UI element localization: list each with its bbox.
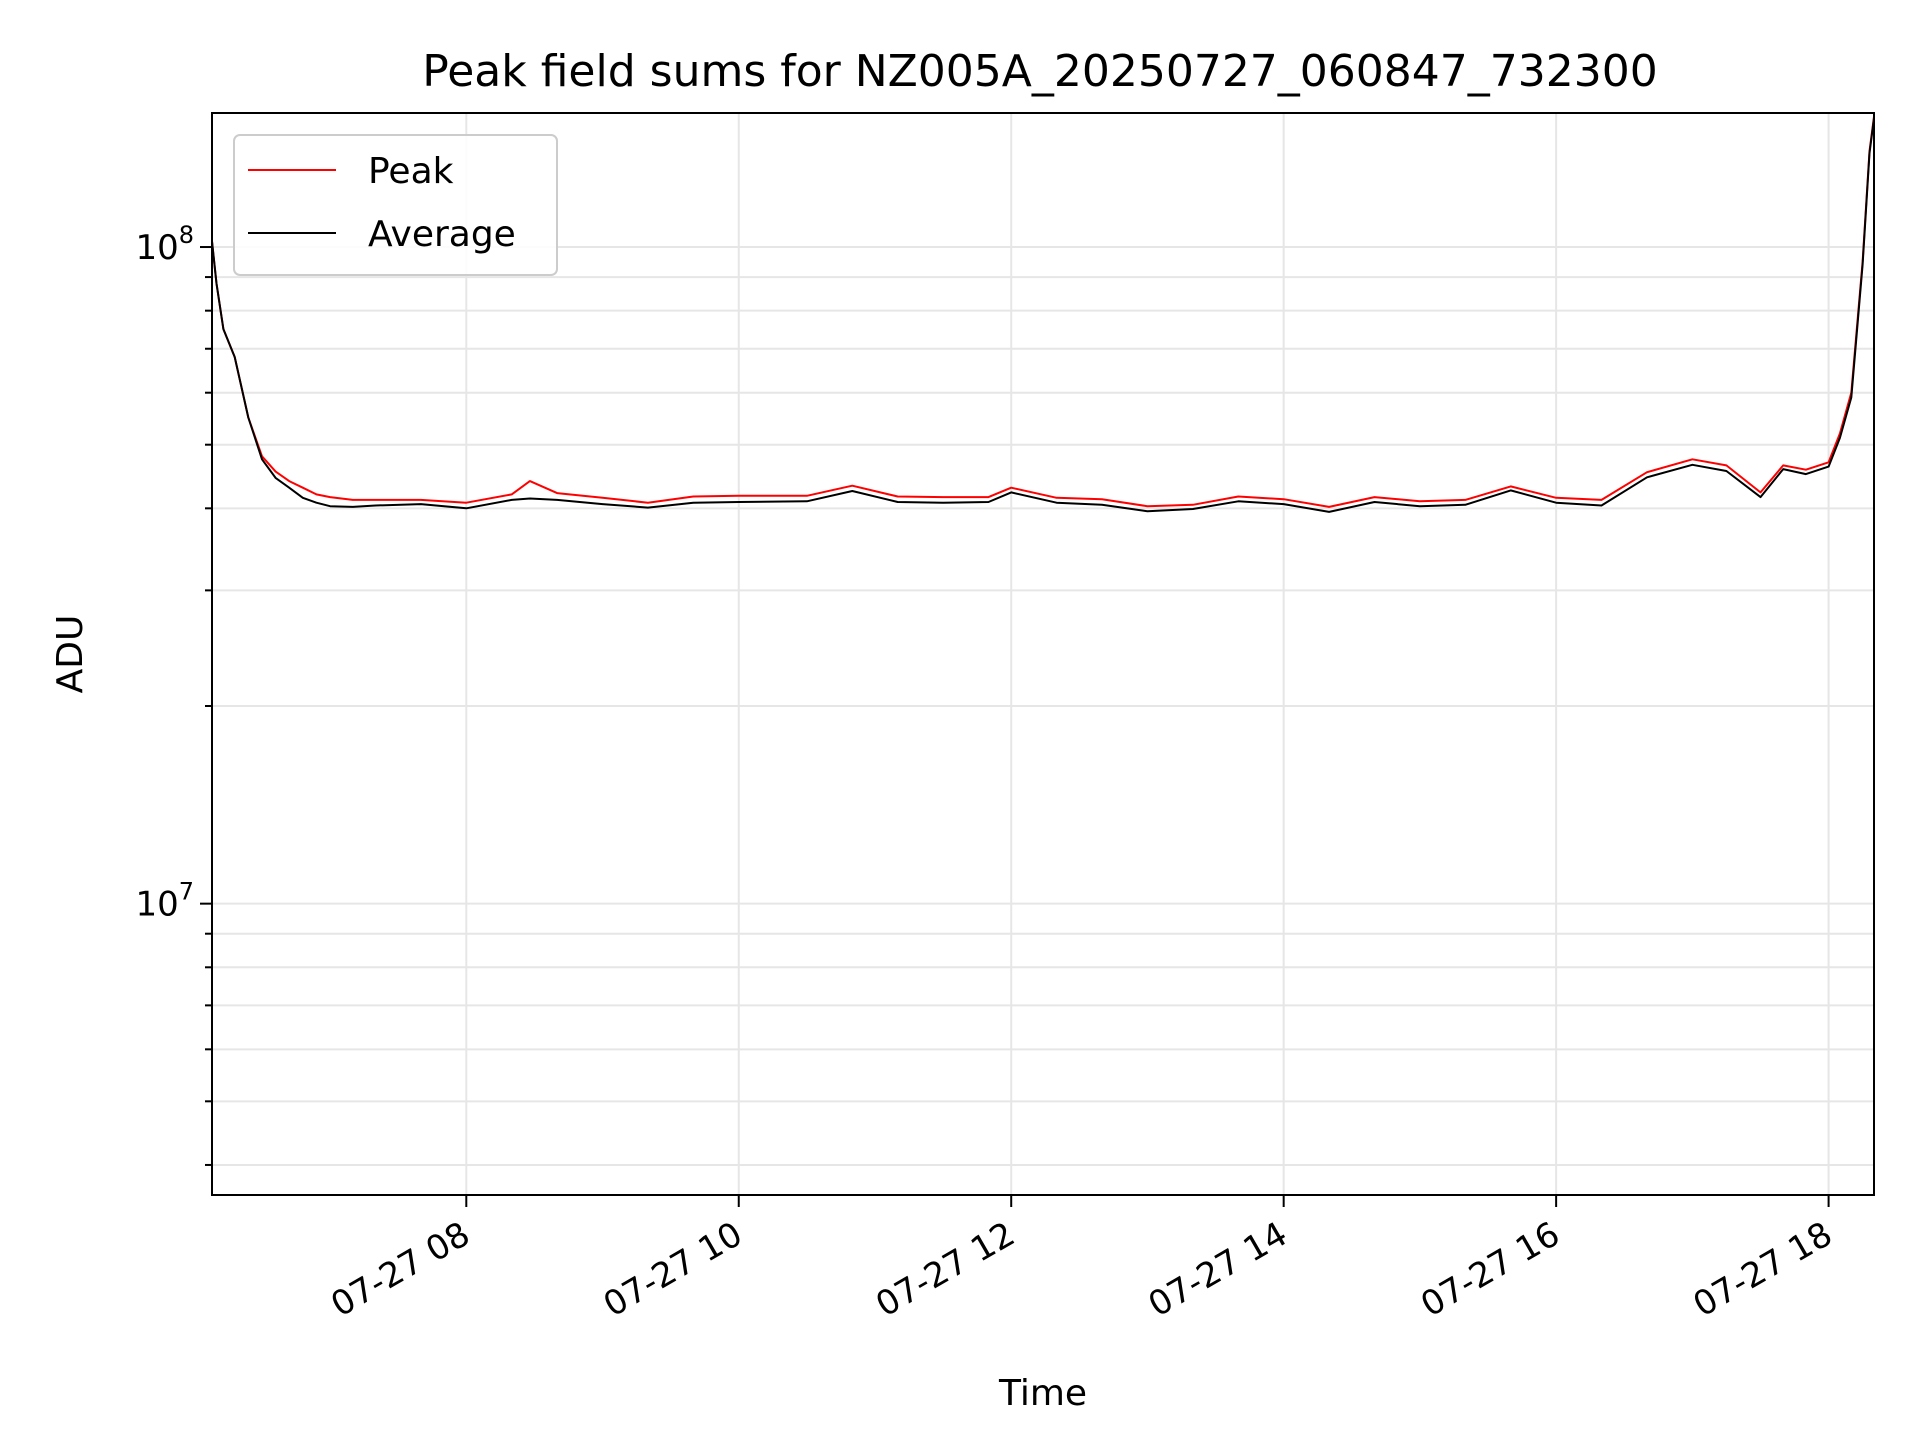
y-tick-exponent: 8 xyxy=(179,221,194,249)
y-tick-base: 10 xyxy=(135,885,178,925)
grid xyxy=(212,113,1874,1195)
y-tick-label: 108 xyxy=(135,221,194,268)
y-tick-exponent: 7 xyxy=(179,878,194,906)
legend: Peak Average xyxy=(233,134,558,276)
x-axis-label: Time xyxy=(998,1373,1087,1414)
y-axis-label: ADU xyxy=(50,615,91,694)
series-line-peak xyxy=(211,116,1875,508)
chart-title: Peak field sums for NZ005A_20250727_0608… xyxy=(422,46,1657,97)
plot-frame xyxy=(211,112,1875,1196)
legend-label-peak: Peak xyxy=(368,151,454,192)
series-line-average xyxy=(211,118,1875,513)
series-layer xyxy=(211,116,1875,513)
y-tick-base: 10 xyxy=(135,228,178,268)
y-tick-label: 107 xyxy=(135,878,194,925)
legend-label-average: Average xyxy=(368,214,516,255)
